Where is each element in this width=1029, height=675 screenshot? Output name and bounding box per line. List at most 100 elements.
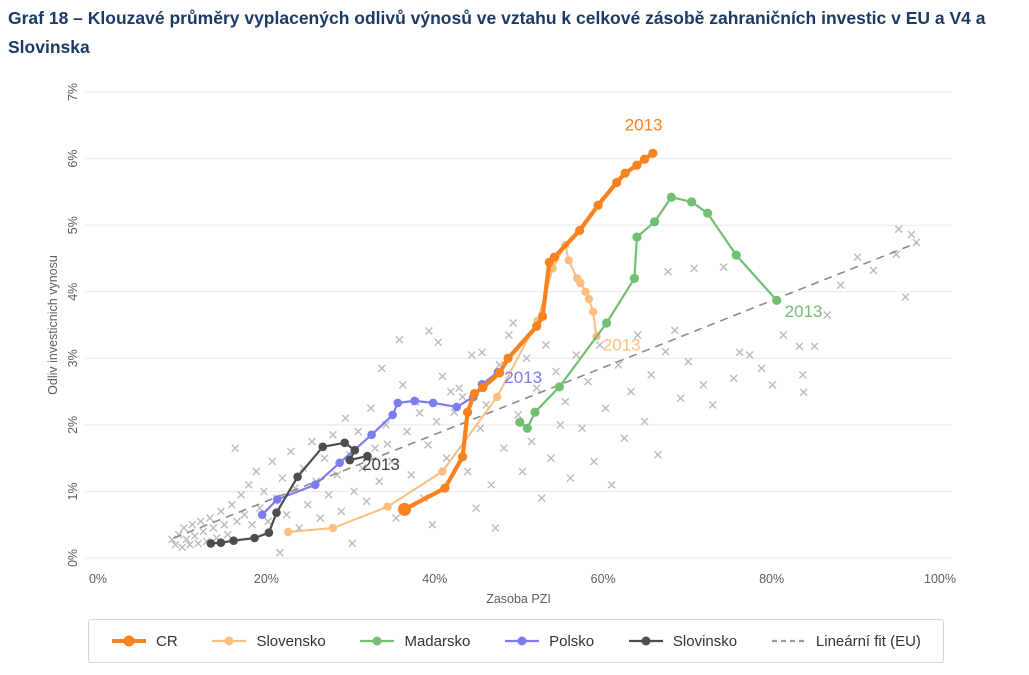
scatter-point <box>191 532 199 540</box>
scatter-point <box>178 543 186 552</box>
legend-label: Slovinsko <box>672 632 738 650</box>
year-label-slovensko: 2013 <box>603 335 641 354</box>
scatter-point <box>537 494 546 502</box>
series-marker <box>264 528 274 537</box>
series-marker <box>632 232 642 242</box>
series-marker <box>229 536 238 545</box>
y-tick-label: 7% <box>66 83 80 101</box>
series-marker <box>564 256 573 265</box>
scatter-point <box>268 457 277 466</box>
scatter-point <box>514 411 523 419</box>
scatter-point <box>614 361 623 369</box>
scatter-point <box>823 311 832 319</box>
series-marker <box>340 438 350 448</box>
legend-item-polsko: Polsko <box>504 633 594 650</box>
scatter-point <box>584 377 592 386</box>
scatter-point <box>561 397 570 406</box>
legend-label: Polsko <box>549 632 595 650</box>
series-marker <box>620 168 630 178</box>
series-marker <box>632 160 642 170</box>
series-marker <box>440 483 450 493</box>
series-marker <box>257 510 267 519</box>
scatter-point <box>869 266 878 275</box>
x-tick-label: 100% <box>924 572 956 586</box>
scatter-point <box>799 388 808 397</box>
scatter-point <box>647 371 656 379</box>
scatter-point <box>590 457 598 466</box>
scatter-point <box>620 434 629 443</box>
scatter-point <box>428 520 437 529</box>
scatter-point <box>196 517 205 526</box>
series-marker <box>602 318 612 328</box>
scatter-point <box>371 444 379 453</box>
legend-swatch <box>212 636 247 646</box>
scatter-point <box>194 539 202 548</box>
scatter-point <box>206 514 214 522</box>
scatter-point <box>282 510 291 519</box>
series-marker <box>310 480 320 490</box>
scatter-point <box>556 421 565 429</box>
series-marker <box>273 495 282 504</box>
scatter-point <box>699 381 708 389</box>
series-marker <box>639 154 650 164</box>
scatter-point <box>601 404 610 413</box>
scatter-point <box>350 487 358 496</box>
scatter-point <box>455 384 464 393</box>
scatter-point <box>233 517 241 526</box>
scatter-point <box>690 264 698 273</box>
scatter-point <box>434 338 443 347</box>
legend-item-madarsko: Madarsko <box>359 633 470 650</box>
legend-item-cr: CR <box>111 633 178 650</box>
series-marker <box>350 445 360 455</box>
y-tick-label: 1% <box>66 482 80 500</box>
series-marker <box>731 250 741 260</box>
scatter-point <box>264 517 272 526</box>
year-label-cr: 2013 <box>625 116 663 135</box>
legend-item-slovinsko: Slovinsko <box>628 633 737 650</box>
series-marker <box>284 527 293 537</box>
scatter-point <box>366 404 375 413</box>
series-marker <box>428 398 438 408</box>
scatter-point <box>438 372 447 381</box>
series-marker <box>383 502 392 511</box>
series-marker <box>335 458 345 468</box>
fit-line <box>173 242 917 539</box>
scatter-point <box>684 357 693 366</box>
gridlines <box>85 91 952 559</box>
scatter-point <box>276 548 284 557</box>
scatter-point <box>499 444 508 453</box>
scatter-point <box>676 394 685 403</box>
scatter-point <box>661 347 670 356</box>
scatter-point <box>552 367 560 376</box>
scatter-point <box>348 539 357 548</box>
scatter-point <box>607 480 616 489</box>
scatter-point <box>572 351 581 359</box>
series-marker <box>398 502 411 516</box>
series-marker <box>629 273 640 283</box>
scatter-point <box>627 387 635 396</box>
scatter-point <box>729 374 738 383</box>
scatter-point <box>670 326 679 335</box>
scatter-point <box>735 348 744 357</box>
x-tick-label: 60% <box>591 572 616 586</box>
scatter-point <box>907 230 916 239</box>
scatter-point <box>664 267 672 276</box>
scatter-point <box>547 454 555 462</box>
y-axis-label: Odliv investicnich vynosu <box>46 255 60 395</box>
scatter-point <box>487 480 496 489</box>
series-marker <box>666 192 677 202</box>
scatter-point <box>446 387 455 396</box>
series-marker <box>538 311 548 321</box>
x-tick-label: 80% <box>759 572 784 586</box>
scatter-point <box>186 540 194 549</box>
x-tick-label: 20% <box>254 572 279 586</box>
x-axis-label: Zasoba PZI <box>486 592 551 606</box>
scatter-point <box>757 364 766 373</box>
series-marker <box>388 410 398 420</box>
scatter-point <box>248 520 256 529</box>
scatter-point <box>595 341 604 349</box>
scatter-point <box>341 414 350 423</box>
scatter-point <box>375 477 384 486</box>
series-marker <box>584 294 594 304</box>
